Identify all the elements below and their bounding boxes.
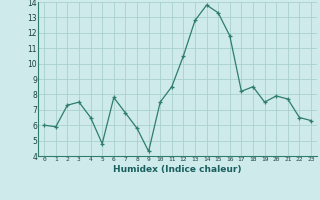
X-axis label: Humidex (Indice chaleur): Humidex (Indice chaleur) (113, 165, 242, 174)
